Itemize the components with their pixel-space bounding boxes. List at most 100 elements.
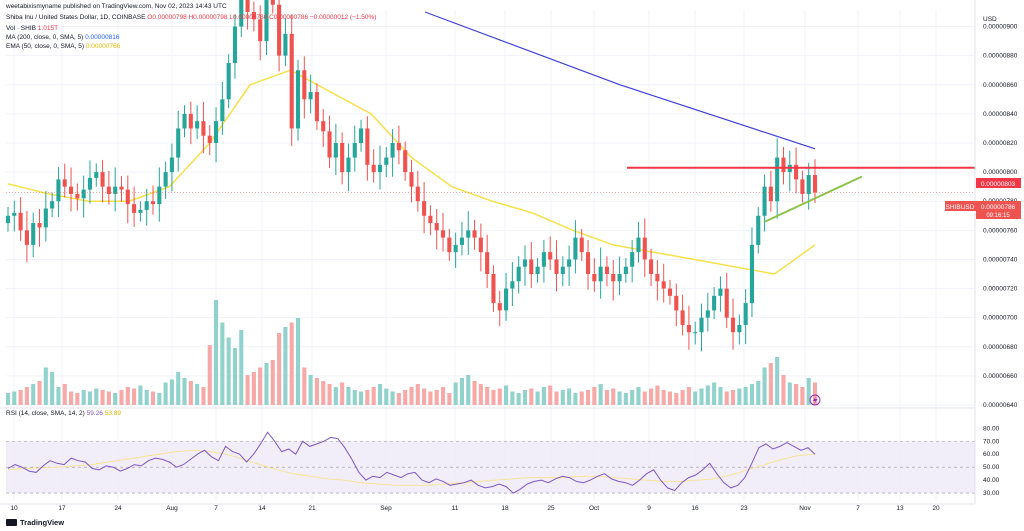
volume-bar <box>611 388 616 405</box>
candle-body <box>5 215 11 224</box>
candle-body <box>113 186 118 194</box>
price-tick-label: 0.00000900 <box>983 24 1018 31</box>
candle-body <box>762 186 767 216</box>
ema-legend: EMA (50, close, 0, SMA, 5) 0.00000766 <box>6 43 120 50</box>
candle-body <box>144 201 149 210</box>
candle-body <box>510 281 515 289</box>
volume-bar <box>529 388 534 405</box>
published-by: weetabixismyname published on TradingVie… <box>6 3 227 10</box>
rsi-legend-label: RSI (14, close, SMA, 14, 2) <box>6 410 85 417</box>
volume-bar <box>434 390 439 405</box>
price-and-time-axes[interactable]: 0.00000900 0.00000880 0.00000860 0.00000840… <box>0 0 1018 512</box>
volume-bar <box>522 390 528 405</box>
candle-body <box>119 186 124 190</box>
volume-bar <box>396 393 401 405</box>
tradingview-logo-icon <box>6 519 17 526</box>
volume-bar <box>251 372 256 405</box>
candle-body <box>422 201 427 216</box>
rsi-legend-value: 59.26 <box>86 410 103 417</box>
candlestick-series[interactable] <box>5 0 818 352</box>
candle-body <box>207 135 212 143</box>
volume-bar <box>680 390 685 405</box>
volume-bar <box>125 387 130 405</box>
candle-body <box>68 186 74 194</box>
volume-bar <box>346 387 351 405</box>
candle-body <box>138 209 143 213</box>
candle-body <box>611 274 616 282</box>
volume-bar <box>163 382 168 405</box>
candle-body <box>730 317 736 333</box>
candle-body <box>245 0 250 12</box>
candle-body <box>232 26 238 63</box>
candle-body <box>270 0 275 5</box>
volume-bar <box>226 337 231 405</box>
volume-bar <box>453 382 458 405</box>
volume-bar <box>585 390 591 405</box>
candle-body <box>699 317 704 333</box>
candle-body <box>497 303 502 311</box>
candle-body <box>201 121 206 136</box>
price-tick-label: 0.00000800 <box>983 169 1018 176</box>
ma200-path <box>424 11 816 150</box>
candle-body <box>434 223 439 231</box>
volume-bar <box>440 387 446 405</box>
volume-bar <box>144 390 149 405</box>
volume-bar <box>749 384 755 405</box>
candle-body <box>598 266 603 282</box>
price-tick-label: 0.00000680 <box>983 344 1018 351</box>
volume-bar <box>75 393 80 405</box>
volume-bar <box>579 391 584 405</box>
candle-body <box>718 288 723 296</box>
support-trendline <box>764 175 863 223</box>
rsi-tick-label: 80.00 <box>983 425 1000 432</box>
candle-body <box>226 62 231 100</box>
time-tick-label: 11 <box>452 505 459 512</box>
candle-body <box>686 324 691 333</box>
volume-bar <box>239 330 244 405</box>
candle-body <box>794 164 799 180</box>
price-tick-label: 0.00000640 <box>983 402 1018 409</box>
candle-body <box>333 143 338 158</box>
candle-body <box>655 274 660 282</box>
candle-body <box>617 274 622 282</box>
candle-body <box>132 204 137 213</box>
candle-body <box>314 92 319 122</box>
candle-body <box>409 172 414 187</box>
countdown-text: 09:16:15 <box>986 213 1010 219</box>
volume-bar <box>12 391 17 405</box>
candle-body <box>50 201 55 209</box>
volume-bar <box>510 391 515 405</box>
candle-body <box>636 237 641 253</box>
rsi-panel[interactable] <box>6 431 975 494</box>
volume-bar <box>567 388 572 405</box>
volume-bar <box>390 391 395 405</box>
ohlc-values: O0.00000798 H0.00000798 L0.00000780 C0.0… <box>147 14 377 21</box>
time-tick-label: Nov <box>799 505 811 512</box>
price-tick-label: 0.00000660 <box>983 373 1018 380</box>
lightning-icon[interactable] <box>809 394 821 406</box>
volume-bar <box>762 367 767 405</box>
price-tick-label: 0.00000740 <box>983 256 1018 263</box>
volume-bar <box>176 372 181 405</box>
volume-bar <box>37 381 42 405</box>
volume-bar <box>428 391 433 405</box>
volume-bar <box>541 387 546 405</box>
candle-body <box>768 186 773 202</box>
volume-bar <box>188 381 193 405</box>
candle-body <box>541 252 546 267</box>
candle-body <box>169 157 174 173</box>
candle-body <box>705 310 710 318</box>
candle-body <box>390 143 395 158</box>
time-tick-label: 13 <box>896 505 904 512</box>
candle-body <box>94 172 99 178</box>
candle-body <box>661 281 666 289</box>
volume-bar <box>775 357 780 405</box>
volume-bar <box>794 384 799 405</box>
candle-body <box>466 230 471 238</box>
ema50-line <box>7 69 816 275</box>
candle-body <box>195 121 200 129</box>
volume-bar <box>447 393 452 405</box>
volume-bar <box>5 393 11 405</box>
volume-bar <box>18 390 23 405</box>
